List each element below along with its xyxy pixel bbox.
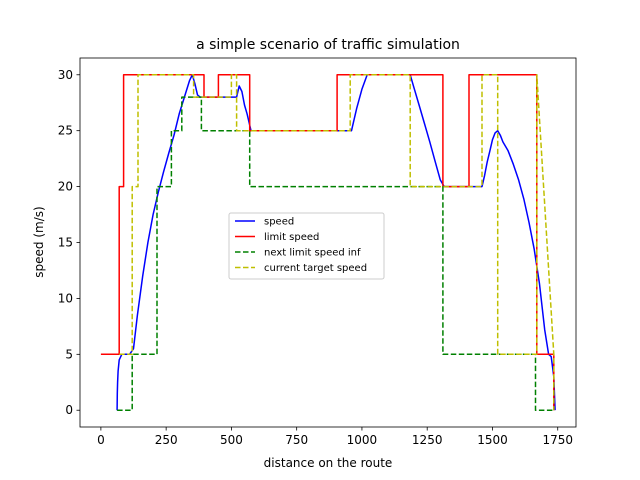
x-axis-label: distance on the route — [264, 456, 393, 470]
y-tick-label: 25 — [58, 124, 73, 138]
series-group — [100, 74, 556, 411]
x-axis-ticks: 0 250 500 750 1000 1250 1500 1750 — [97, 427, 573, 447]
series-line-current-target-speed — [119, 74, 555, 411]
y-tick-label: 15 — [58, 236, 73, 250]
legend-label: speed — [264, 217, 294, 228]
legend-box — [228, 212, 385, 280]
x-tick-label: 750 — [285, 433, 308, 447]
legend-label: limit speed — [264, 232, 319, 243]
chart-title: a simple scenario of traffic simulation — [196, 37, 460, 53]
y-tick-label: 30 — [58, 68, 73, 82]
x-tick-label: 0 — [97, 433, 105, 447]
x-tick-label: 250 — [155, 433, 178, 447]
y-tick-label: 20 — [58, 180, 73, 194]
x-tick-label: 1500 — [477, 433, 508, 447]
y-tick-label: 10 — [58, 291, 73, 305]
x-tick-label: 1000 — [347, 433, 378, 447]
legend-label: current target speed — [264, 263, 367, 274]
y-axis-ticks: 0 5 10 15 20 25 30 — [58, 68, 80, 417]
x-tick-label: 500 — [220, 433, 243, 447]
x-tick-label: 1750 — [542, 433, 573, 447]
y-axis-label: speed (m/s) — [32, 206, 46, 277]
series-line-limit-speed — [100, 74, 555, 411]
x-tick-label: 1250 — [412, 433, 443, 447]
y-tick-label: 0 — [65, 403, 73, 417]
legend: speed limit speed next limit speed inf curr… — [228, 212, 385, 280]
legend-label: next limit speed inf — [264, 248, 361, 259]
series-line-next-limit-speed-inf — [117, 96, 554, 411]
y-tick-label: 5 — [65, 347, 73, 361]
